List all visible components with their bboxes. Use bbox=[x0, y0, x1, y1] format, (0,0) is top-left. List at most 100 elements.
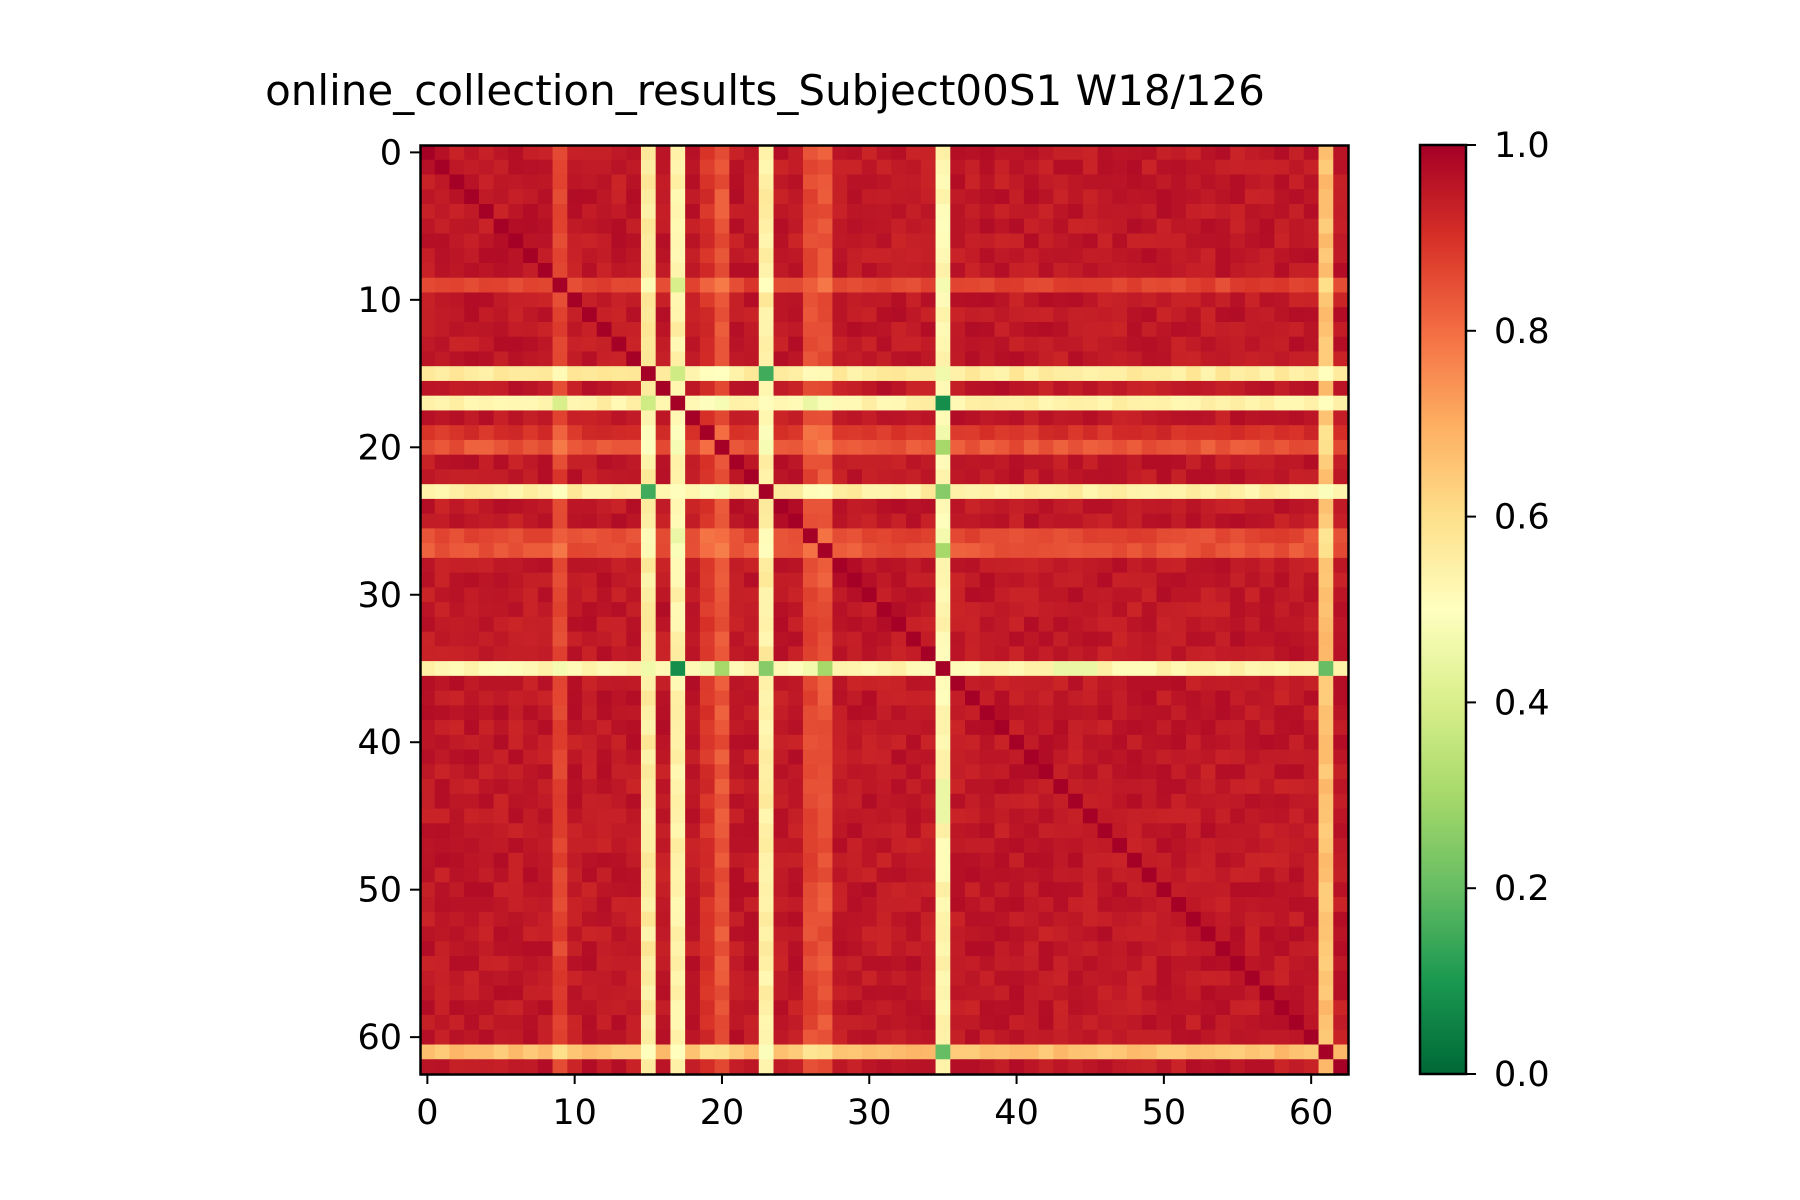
heatmap-cell bbox=[979, 926, 996, 942]
heatmap-cell bbox=[464, 174, 480, 190]
heatmap-cell bbox=[1318, 970, 1334, 987]
heatmap-cell bbox=[1333, 1044, 1349, 1060]
heatmap-cell bbox=[861, 793, 878, 810]
heatmap-cell bbox=[1141, 808, 1158, 824]
heatmap-cell bbox=[567, 675, 583, 692]
heatmap-cell bbox=[817, 1029, 834, 1046]
heatmap-cell bbox=[1112, 926, 1128, 942]
heatmap-cell bbox=[876, 277, 892, 294]
heatmap-cell bbox=[832, 498, 848, 515]
heatmap-cell bbox=[523, 321, 539, 338]
heatmap-cell bbox=[1053, 631, 1069, 647]
heatmap-cell bbox=[582, 764, 598, 780]
heatmap-cell bbox=[1097, 336, 1113, 353]
heatmap-cell bbox=[1289, 307, 1305, 323]
heatmap-cell bbox=[493, 675, 509, 692]
heatmap-cell bbox=[1215, 793, 1231, 810]
heatmap-cell bbox=[420, 838, 436, 854]
heatmap-cell bbox=[1038, 528, 1054, 544]
heatmap-cell bbox=[788, 941, 804, 957]
heatmap-cell bbox=[876, 838, 892, 854]
heatmap-cell bbox=[861, 336, 878, 353]
heatmap-cell bbox=[493, 380, 509, 397]
heatmap-cell bbox=[537, 277, 554, 294]
heatmap-cell bbox=[626, 720, 642, 736]
heatmap-cell bbox=[464, 897, 480, 913]
heatmap-cell bbox=[537, 528, 554, 544]
heatmap-cell bbox=[1127, 1044, 1143, 1060]
heatmap-cell bbox=[434, 734, 451, 751]
heatmap-cell bbox=[817, 690, 834, 706]
heatmap-cell bbox=[817, 602, 834, 618]
heatmap-cell bbox=[817, 1015, 834, 1031]
heatmap-cell bbox=[1259, 838, 1275, 854]
heatmap-cell bbox=[832, 513, 848, 529]
heatmap-cell bbox=[1023, 823, 1040, 839]
heatmap-cell bbox=[1171, 675, 1187, 692]
heatmap-cell bbox=[817, 557, 834, 574]
heatmap-cell bbox=[788, 1015, 804, 1031]
heatmap-cell bbox=[1038, 941, 1054, 957]
heatmap-cell bbox=[758, 882, 775, 898]
heatmap-cell bbox=[1333, 159, 1349, 176]
heatmap-cell bbox=[1127, 233, 1143, 249]
heatmap-cell bbox=[552, 145, 568, 161]
heatmap-cell bbox=[744, 557, 760, 574]
heatmap-cell bbox=[935, 321, 951, 338]
heatmap-cell bbox=[1230, 262, 1246, 279]
chart-title: online_collection_results_Subject00S1 W1… bbox=[265, 66, 1265, 115]
heatmap-cell bbox=[434, 572, 451, 588]
heatmap-cell bbox=[920, 454, 937, 471]
heatmap-cell bbox=[1082, 675, 1099, 692]
heatmap-cell bbox=[802, 1044, 819, 1060]
heatmap-cell bbox=[729, 395, 745, 412]
heatmap-cell bbox=[1009, 926, 1025, 942]
heatmap-cell bbox=[832, 174, 848, 190]
heatmap-cell bbox=[1068, 159, 1084, 176]
heatmap-cell bbox=[1156, 336, 1172, 353]
heatmap-cell bbox=[611, 366, 627, 382]
heatmap-cell bbox=[744, 366, 760, 382]
heatmap-cell bbox=[670, 498, 686, 515]
heatmap-cell bbox=[1156, 1029, 1172, 1046]
heatmap-cell bbox=[935, 705, 951, 721]
heatmap-cell bbox=[802, 970, 819, 987]
heatmap-cell bbox=[699, 439, 716, 456]
heatmap-cell bbox=[1141, 425, 1158, 441]
heatmap-cell bbox=[773, 823, 789, 839]
heatmap-cell bbox=[1053, 646, 1069, 662]
heatmap-cell bbox=[935, 867, 951, 883]
heatmap-cell bbox=[699, 543, 716, 559]
heatmap-cell bbox=[699, 484, 716, 500]
heatmap-cell bbox=[699, 970, 716, 987]
heatmap-cell bbox=[744, 410, 760, 426]
heatmap-cell bbox=[965, 749, 981, 765]
heatmap-cell bbox=[508, 882, 524, 898]
heatmap-cell bbox=[950, 690, 966, 706]
heatmap-cell bbox=[1244, 1000, 1261, 1016]
heatmap-cell bbox=[979, 897, 996, 913]
heatmap-cell bbox=[655, 189, 672, 205]
heatmap-cell bbox=[950, 602, 966, 618]
heatmap-cell bbox=[537, 292, 554, 308]
heatmap-cell bbox=[1068, 926, 1084, 942]
heatmap-cell bbox=[1009, 262, 1025, 279]
heatmap-cell bbox=[1215, 867, 1231, 883]
heatmap-cell bbox=[1318, 720, 1334, 736]
heatmap-cell bbox=[788, 557, 804, 574]
heatmap-cell bbox=[685, 926, 701, 942]
heatmap-cell bbox=[1303, 602, 1320, 618]
heatmap-cell bbox=[582, 262, 598, 279]
heatmap-cell bbox=[449, 587, 465, 603]
heatmap-cell bbox=[1244, 528, 1261, 544]
heatmap-cell bbox=[802, 145, 819, 161]
heatmap-cell bbox=[1082, 897, 1099, 913]
heatmap-cell bbox=[1038, 174, 1054, 190]
heatmap-cell bbox=[847, 572, 863, 588]
heatmap-cell bbox=[640, 882, 657, 898]
heatmap-cell bbox=[1185, 1000, 1202, 1016]
heatmap-cell bbox=[537, 823, 554, 839]
heatmap-cell bbox=[1333, 985, 1349, 1001]
heatmap-cell bbox=[965, 690, 981, 706]
heatmap-cell bbox=[1171, 734, 1187, 751]
